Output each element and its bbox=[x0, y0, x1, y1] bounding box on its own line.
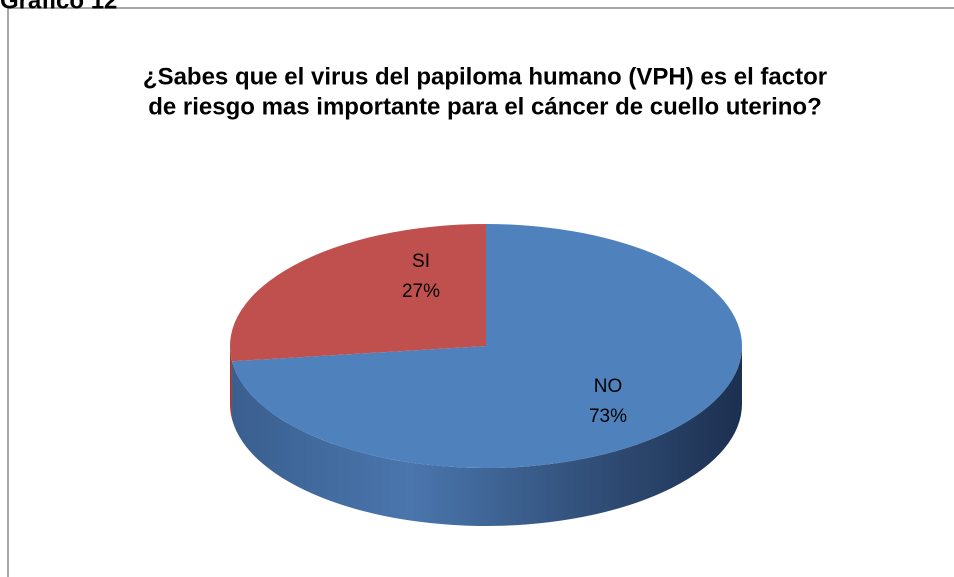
pie-slice bbox=[232, 224, 743, 469]
chart-title: ¿Sabes que el virus del papiloma humano … bbox=[143, 63, 827, 90]
slice-value-label: 27% bbox=[402, 281, 440, 302]
pie: NO 73% SI 27% bbox=[230, 224, 743, 527]
slice-value-label: 73% bbox=[589, 406, 627, 427]
pie-side bbox=[232, 346, 743, 527]
chart-title: de riesgo mas importante para el cáncer … bbox=[148, 93, 822, 120]
pie-slice bbox=[230, 224, 486, 362]
pie-side bbox=[230, 346, 233, 420]
slice-label: SI bbox=[412, 251, 430, 272]
slice-label: NO bbox=[594, 376, 623, 397]
heading: Gráfico 12 bbox=[0, 0, 117, 14]
